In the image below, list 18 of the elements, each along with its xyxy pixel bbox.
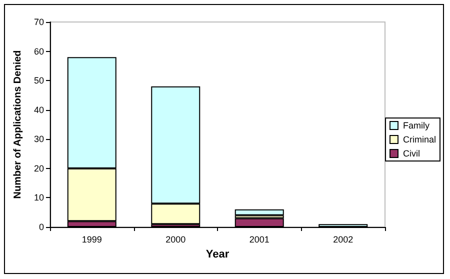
x-tick-label: 2001	[249, 234, 270, 244]
y-tick-label: 30	[34, 134, 44, 144]
y-tick-label: 20	[34, 163, 44, 174]
x-axis-title: Year	[206, 248, 230, 260]
y-tick-label: 50	[34, 76, 44, 86]
legend-label: Criminal	[402, 134, 436, 144]
y-tick-label: 0	[38, 222, 44, 232]
x-tick-label: 2000	[166, 234, 186, 244]
legend-label: Civil	[402, 148, 420, 158]
y-axis-title: Number of Applications Denied	[12, 50, 24, 199]
x-tick-label: 2002	[333, 234, 354, 244]
bar	[234, 209, 284, 216]
y-tick-label: 70	[34, 17, 44, 27]
y-tick-label: 60	[34, 46, 44, 56]
y-tick-label: 10	[34, 192, 44, 203]
y-tick-label: 40	[34, 104, 44, 115]
x-tick-label: 1999	[82, 234, 102, 244]
legend-label: Family	[402, 120, 430, 130]
